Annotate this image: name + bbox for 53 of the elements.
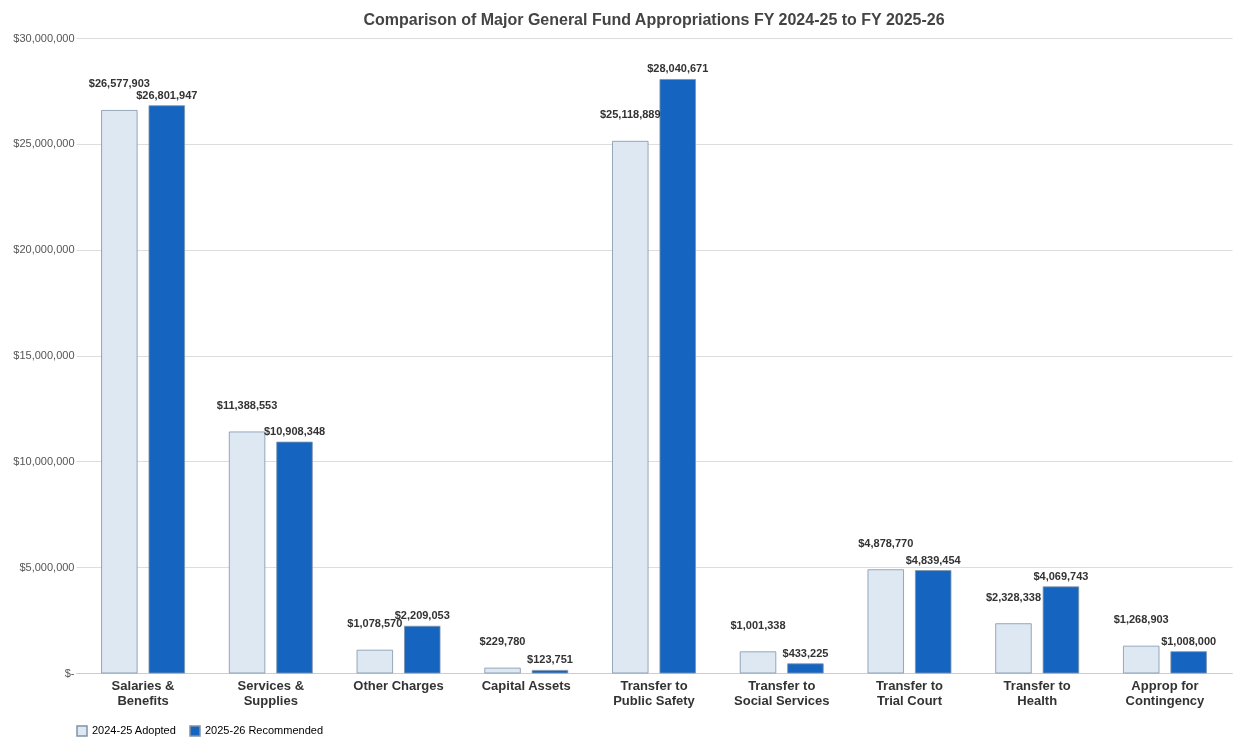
bar: [531, 669, 569, 674]
x-tick-label: Other Charges: [353, 677, 444, 693]
y-tick-label: $5,000,000: [19, 560, 75, 573]
data-label: $1,001,338: [730, 618, 786, 631]
bar: [484, 667, 521, 674]
data-label: $1,268,903: [1113, 613, 1169, 626]
y-tick-label: $10,000,000: [13, 454, 75, 467]
x-tick-label: Services & Supplies: [237, 677, 305, 708]
data-label: $25,118,889: [599, 108, 661, 121]
bar: [148, 105, 185, 674]
data-label: $229,780: [479, 635, 526, 648]
x-tick-label: Transfer to Health: [1003, 677, 1071, 708]
data-label: $11,388,553: [216, 398, 278, 411]
bar: [101, 110, 138, 674]
chart-title: Comparison of Major General Fund Appropriations FY 2024-25 to FY 2025-26: [363, 11, 945, 28]
x-tick-label: Capital Assets: [481, 677, 571, 693]
data-label: $433,225: [782, 646, 829, 659]
bar: [228, 431, 266, 674]
bar: [612, 140, 649, 674]
data-label: $26,801,947: [136, 88, 198, 101]
x-tick-label: Transfer to Social Services: [734, 677, 830, 708]
bar: [995, 623, 1032, 674]
x-tick-label: Salaries & Benefits: [111, 677, 175, 708]
bar: [1123, 645, 1160, 674]
data-label: $123,751: [527, 653, 573, 666]
bar: [276, 441, 313, 674]
data-label: $1,008,000: [1161, 634, 1217, 647]
data-label: $4,069,743: [1033, 569, 1089, 582]
x-tick-label: Transfer to Public Safety: [613, 677, 696, 708]
y-tick-label: $20,000,000: [13, 243, 75, 256]
bar: [1170, 651, 1207, 674]
data-label: $4,878,770: [858, 536, 914, 549]
data-label: $10,908,348: [263, 425, 326, 438]
data-label: $26,577,903: [88, 77, 150, 90]
x-tick-label: Approp for Contingency: [1125, 677, 1206, 708]
legend-label: 2024-25 Adopted: [92, 724, 176, 736]
bar: [356, 649, 393, 674]
y-tick-label: $-: [64, 666, 75, 679]
bar: [915, 570, 952, 674]
y-tick-label: $25,000,000: [13, 137, 75, 150]
bar: [787, 663, 824, 674]
y-tick-label: $30,000,000: [13, 31, 75, 44]
data-label: $28,040,671: [647, 62, 709, 75]
data-label: $2,328,338: [985, 590, 1042, 603]
legend-label: 2025-26 Recommended: [205, 724, 324, 736]
bar: [739, 651, 777, 674]
bar: [1042, 586, 1080, 674]
bar: [659, 79, 696, 674]
data-label: $4,839,454: [905, 553, 962, 566]
bar: [867, 569, 904, 674]
y-tick-label: $15,000,000: [13, 349, 75, 361]
x-tick-label: Transfer to Trial Court: [875, 677, 944, 708]
bar: [404, 625, 441, 674]
